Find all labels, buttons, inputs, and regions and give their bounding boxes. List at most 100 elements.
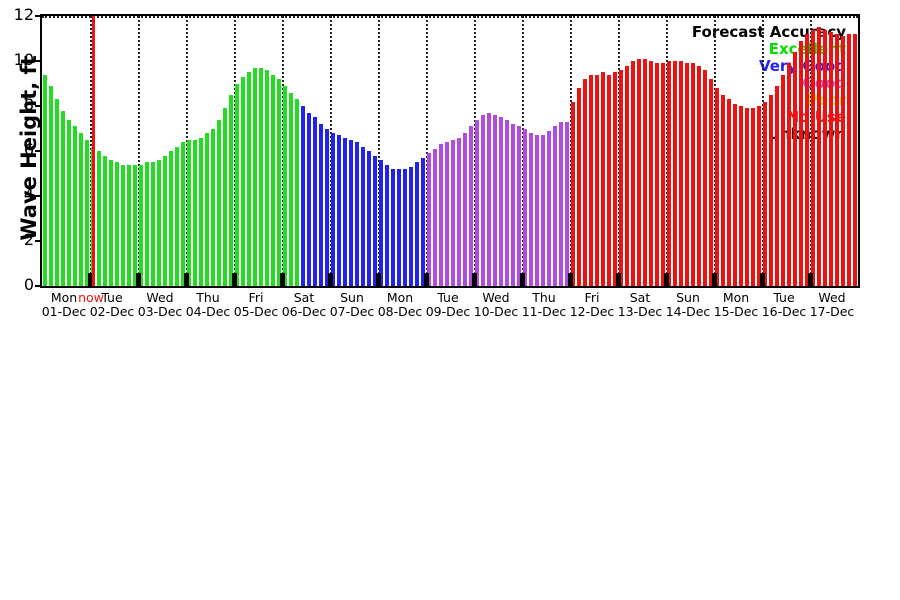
x-label-weekday: Fri <box>584 290 600 305</box>
wave-height-bar <box>654 63 660 286</box>
wave-height-bar <box>804 34 810 286</box>
day-tick-mark <box>807 273 813 286</box>
x-label-weekday: Sun <box>676 290 700 305</box>
wave-height-bar <box>258 67 264 286</box>
wave-height-bar <box>834 34 840 286</box>
wave-height-bar <box>132 164 138 286</box>
day-tick-mark <box>471 273 477 286</box>
gridline-top <box>42 16 858 18</box>
wave-height-bar <box>294 99 300 286</box>
wave-height-bar <box>744 108 750 286</box>
y-tick-mark <box>35 15 42 17</box>
x-label-weekday: Mon <box>386 290 414 305</box>
wave-height-bar <box>444 142 450 286</box>
wave-height-bar <box>450 139 456 286</box>
wave-height-bar <box>624 65 630 286</box>
wave-height-bar <box>780 74 786 286</box>
x-label-date: 07-Dec <box>329 304 375 319</box>
now-text-label: now <box>78 290 104 305</box>
day-tick-mark <box>135 273 141 286</box>
wave-height-bar <box>216 119 222 286</box>
wave-height-bar <box>246 72 252 286</box>
wave-height-bar <box>612 72 618 286</box>
wave-height-bar <box>300 106 306 286</box>
wave-height-bar <box>126 164 132 286</box>
wave-height-bar <box>414 162 420 286</box>
wave-height-bar <box>840 36 846 286</box>
wave-height-bar <box>702 70 708 286</box>
wave-height-bar <box>660 63 666 286</box>
day-tick-mark <box>519 273 525 286</box>
wave-height-bar <box>696 65 702 286</box>
wave-height-bar <box>390 169 396 286</box>
wave-height-bar <box>312 117 318 286</box>
wave-height-bar <box>48 85 54 286</box>
wave-height-bar <box>756 106 762 286</box>
wave-height-bar <box>354 142 360 286</box>
wave-height-bar <box>84 139 90 286</box>
wave-height-bar <box>546 130 552 286</box>
x-label-weekday: Tue <box>437 290 459 305</box>
x-label-date: 10-Dec <box>473 304 519 319</box>
y-tick-label: 8 <box>23 95 34 114</box>
wave-height-bar <box>774 85 780 286</box>
wave-height-bar <box>330 133 336 286</box>
wave-height-bar <box>456 137 462 286</box>
day-tick-mark <box>183 273 189 286</box>
wave-height-bar <box>648 61 654 286</box>
y-tick-label: 0 <box>23 275 34 294</box>
wave-height-bar <box>162 155 168 286</box>
day-tick-mark <box>279 273 285 286</box>
wave-height-bar <box>438 144 444 286</box>
y-tick-mark <box>35 105 42 107</box>
wave-height-bar <box>186 139 192 286</box>
x-label-date: 02-Dec <box>89 304 135 319</box>
wave-height-bar <box>180 142 186 286</box>
wave-height-bar <box>42 74 48 286</box>
wave-height-bar <box>198 137 204 286</box>
x-label-weekday: Tue <box>101 290 123 305</box>
wave-height-bar <box>72 126 78 286</box>
wave-height-bar <box>636 58 642 286</box>
wave-height-bar <box>420 157 426 286</box>
day-tick-mark <box>567 273 573 286</box>
wave-height-bar <box>168 151 174 286</box>
wave-height-bar <box>228 94 234 286</box>
x-label-weekday: Mon <box>722 290 750 305</box>
wave-height-bar <box>474 119 480 286</box>
wave-height-bar <box>528 133 534 286</box>
y-tick-mark <box>35 285 42 287</box>
day-gridline <box>138 16 140 286</box>
x-label-date: 11-Dec <box>521 304 567 319</box>
y-tick-label: 2 <box>23 230 34 249</box>
wave-height-bar <box>576 88 582 286</box>
x-label-weekday: Sat <box>293 290 315 305</box>
wave-height-bar <box>108 160 114 286</box>
wave-height-bar <box>564 121 570 286</box>
day-tick-mark <box>327 273 333 286</box>
wave-height-bar <box>384 164 390 286</box>
wave-height-bar <box>78 133 84 286</box>
x-label-date: 16-Dec <box>761 304 807 319</box>
wave-height-bar <box>792 52 798 286</box>
wave-height-bar <box>606 74 612 286</box>
x-label-weekday: Sun <box>340 290 364 305</box>
wave-height-bar <box>786 63 792 286</box>
wave-height-bar <box>540 135 546 286</box>
x-label-date: 03-Dec <box>137 304 183 319</box>
wave-height-bar <box>678 61 684 286</box>
x-label-date: 04-Dec <box>185 304 231 319</box>
x-label-date: 01-Dec <box>41 304 87 319</box>
wave-height-bar <box>570 101 576 286</box>
day-tick-mark <box>423 273 429 286</box>
x-label-date: 05-Dec <box>233 304 279 319</box>
wave-height-bar <box>54 99 60 286</box>
wave-height-bar <box>234 83 240 286</box>
now-line <box>91 16 95 286</box>
wave-height-bar <box>666 61 672 286</box>
wave-height-bar <box>222 108 228 286</box>
x-label-weekday: Wed <box>818 290 846 305</box>
wave-height-bar <box>558 121 564 286</box>
wave-height-bar <box>672 61 678 286</box>
